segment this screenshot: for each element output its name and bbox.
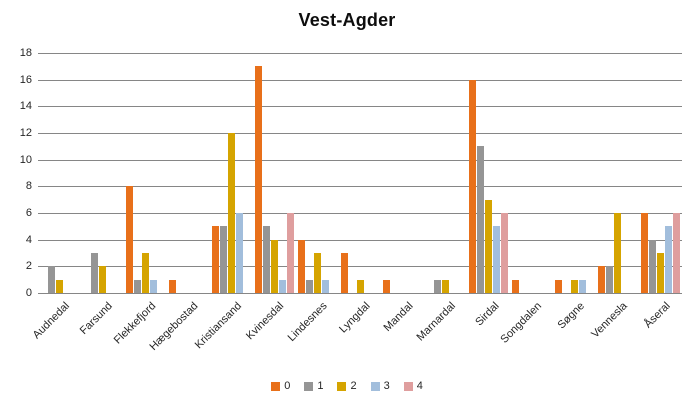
- bar-sirdal-series-3: [493, 226, 501, 293]
- x-axis-line: [38, 293, 682, 294]
- legend-label: 4: [416, 380, 423, 392]
- bar-mandal-series-0: [383, 279, 391, 293]
- bar-sirdal-series-0: [469, 79, 477, 293]
- bar-flekkefjord-series-0: [125, 186, 133, 293]
- y-axis-tick-label: 10: [19, 154, 32, 166]
- legend-item-4: 4: [403, 380, 423, 392]
- gridline: [38, 186, 682, 187]
- bar-åseral-series-3: [665, 226, 672, 293]
- legend-label: 2: [350, 380, 357, 392]
- legend-swatch-icon: [337, 382, 347, 391]
- legend-item-3: 3: [370, 380, 390, 392]
- legend-label: 3: [383, 380, 390, 392]
- bar-kristiansand-series-2: [227, 133, 235, 293]
- gridline: [38, 80, 682, 81]
- bar-flekkefjord-series-3: [149, 279, 157, 293]
- bar-farsund-series-2: [98, 266, 106, 293]
- x-axis-category-label: Audnedal: [30, 300, 72, 342]
- bar-audnedal-series-2: [56, 279, 63, 293]
- gridline: [38, 240, 682, 241]
- bar-kristiansand-series-1: [219, 226, 227, 293]
- bar-vennesla-series-1: [606, 266, 614, 293]
- bar-åseral-series-0: [641, 213, 648, 293]
- legend-swatch-icon: [370, 382, 380, 391]
- bar-kristiansand-series-0: [211, 226, 219, 293]
- bar-vennesla-series-2: [614, 213, 622, 293]
- x-axis-category-label: Sirdal: [472, 300, 502, 329]
- y-axis-tick-label: 18: [19, 47, 32, 59]
- bar-sirdal-series-1: [477, 146, 485, 293]
- x-axis-category-label: Lindesnes: [285, 300, 330, 344]
- legend-label: 0: [284, 380, 291, 392]
- bar-åseral-series-2: [657, 253, 664, 293]
- x-axis-category-label: Vennesla: [589, 300, 631, 341]
- bar-lindesnes-series-2: [313, 253, 321, 293]
- y-axis-tick-label: 0: [25, 287, 32, 299]
- x-axis-category-label: Åseral: [642, 300, 673, 331]
- bar-vennesla-series-0: [598, 266, 606, 293]
- bar-sirdal-series-2: [485, 199, 493, 293]
- bar-søgne-series-3: [579, 279, 587, 293]
- gridline: [38, 160, 682, 161]
- legend-item-0: 0: [271, 381, 290, 392]
- gridline: [38, 213, 682, 214]
- y-axis-tick-label: 12: [19, 127, 32, 139]
- bar-lindesnes-series-0: [297, 239, 305, 293]
- bar-kvinesdal-series-4: [286, 213, 294, 293]
- gridline: [38, 266, 682, 267]
- x-axis-category-label: Søgne: [555, 300, 588, 332]
- gridline: [38, 106, 682, 107]
- y-axis-tick-label: 2: [25, 260, 32, 272]
- bar-flekkefjord-series-2: [141, 253, 149, 293]
- bar-kvinesdal-series-3: [278, 279, 286, 293]
- legend-label: 1: [317, 380, 324, 392]
- legend-swatch-icon: [304, 382, 314, 391]
- y-axis-tick-label: 14: [19, 100, 32, 112]
- x-axis-category-label: Kvinesdal: [244, 300, 287, 343]
- y-axis-tick-label: 4: [25, 234, 32, 246]
- legend-swatch-icon: [271, 382, 281, 391]
- x-axis-category-label: Lyngdal: [337, 300, 373, 336]
- legend-item-1: 1: [304, 381, 323, 392]
- bar-lyngdal-series-0: [340, 253, 348, 293]
- gridline: [38, 133, 682, 134]
- bar-kvinesdal-series-2: [270, 239, 278, 293]
- bar-songdalen-series-0: [512, 279, 520, 293]
- bar-lyngdal-series-2: [356, 279, 364, 293]
- bar-åseral-series-1: [649, 239, 656, 293]
- bar-hægebostad-series-0: [168, 279, 176, 293]
- y-axis-tick-label: 6: [25, 207, 32, 219]
- x-axis-category-label: Mandal: [381, 300, 416, 334]
- x-axis-category-label: Marnardal: [414, 300, 459, 344]
- bar-lindesnes-series-1: [305, 279, 313, 293]
- bar-farsund-series-1: [90, 253, 98, 293]
- legend: 0 1 2 3 4: [0, 381, 694, 392]
- bar-sirdal-series-4: [501, 213, 509, 293]
- bar-kristiansand-series-3: [235, 213, 243, 293]
- y-axis-tick-label: 8: [25, 180, 32, 192]
- bar-lindesnes-series-3: [321, 279, 329, 293]
- bar-kvinesdal-series-1: [262, 226, 270, 293]
- bar-kvinesdal-series-0: [254, 66, 262, 293]
- gridline: [38, 53, 682, 54]
- bar-flekkefjord-series-1: [133, 279, 141, 293]
- bar-søgne-series-0: [555, 279, 563, 293]
- y-axis-tick-label: 16: [19, 74, 32, 86]
- bar-søgne-series-2: [571, 279, 579, 293]
- x-axis-category-label: Farsund: [77, 300, 115, 338]
- chart-title: Vest-Agder: [298, 10, 396, 30]
- bar-audnedal-series-1: [48, 266, 55, 293]
- bar-marnardal-series-2: [442, 279, 450, 293]
- legend-item-2: 2: [337, 380, 357, 392]
- x-axis-category-label: Songdalen: [498, 300, 545, 346]
- bar-marnardal-series-1: [434, 279, 442, 293]
- legend-swatch-icon: [403, 382, 413, 391]
- bar-åseral-series-4: [673, 213, 680, 293]
